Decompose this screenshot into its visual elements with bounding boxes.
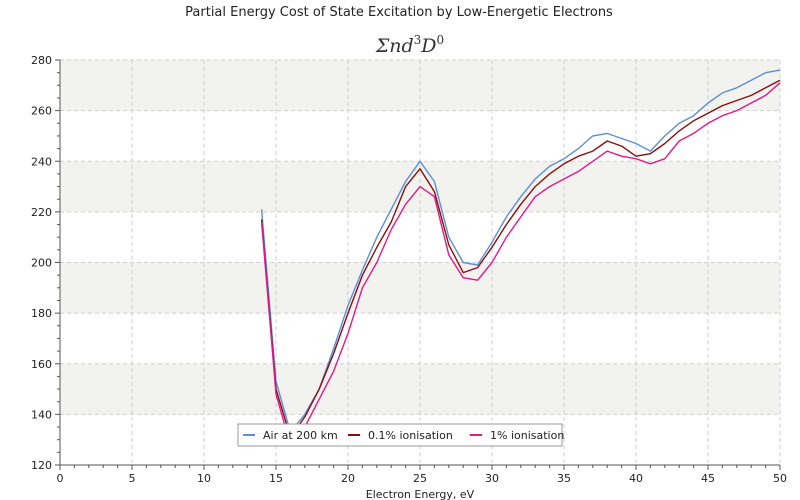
y-tick-label: 180 xyxy=(31,307,52,320)
legend-label-1: Air at 200 km xyxy=(263,429,338,442)
y-tick-label: 120 xyxy=(31,459,52,472)
y-tick-label: 260 xyxy=(31,105,52,118)
axes: 0 5 10 15 20 25 30 35 40 45 50 120 140 160 180 200 220 24… xyxy=(31,54,787,485)
x-tick-label: 30 xyxy=(485,472,499,485)
x-tick-label: 40 xyxy=(629,472,643,485)
subtitle-base: Σnd xyxy=(375,35,414,57)
gridlines xyxy=(60,59,781,465)
series-line-1 xyxy=(260,69,781,433)
series-line-3 xyxy=(260,82,781,446)
y-tick-label: 280 xyxy=(31,54,52,67)
x-tick-label: 20 xyxy=(341,472,355,485)
chart-title: Partial Energy Cost of State Excitation … xyxy=(185,5,613,20)
subtitle-mid: D xyxy=(420,35,436,57)
x-tick-label: 45 xyxy=(701,472,715,485)
subtitle-sup-1: 3 xyxy=(414,33,422,47)
chart-subtitle: Σnd3D0 xyxy=(375,33,444,57)
x-tick-label: 15 xyxy=(269,472,283,485)
y-tick-label: 240 xyxy=(31,155,52,168)
y-tick-label: 140 xyxy=(31,408,52,421)
y-tick-label: 220 xyxy=(31,206,52,219)
y-tick-label: 200 xyxy=(31,257,52,270)
x-tick-label: 0 xyxy=(57,472,64,485)
x-tick-label: 35 xyxy=(557,472,571,485)
legend-box xyxy=(237,423,563,447)
x-tick-label: 50 xyxy=(773,472,787,485)
x-tick-label: 10 xyxy=(197,472,211,485)
series-lines xyxy=(260,69,781,446)
y-tick-label: 160 xyxy=(31,358,52,371)
legend-label-2: 0.1% ionisation xyxy=(368,429,453,442)
x-tick-label: 5 xyxy=(129,472,136,485)
legend-label-3: 1% ionisation xyxy=(490,429,564,442)
x-axis-label: Electron Energy, eV xyxy=(366,488,475,500)
x-tick-label: 25 xyxy=(413,472,427,485)
series-line-2 xyxy=(260,79,781,438)
legend: Air at 200 km 0.1% ionisation 1% ionisatio… xyxy=(237,423,564,447)
subtitle-sup-2: 0 xyxy=(437,33,445,47)
